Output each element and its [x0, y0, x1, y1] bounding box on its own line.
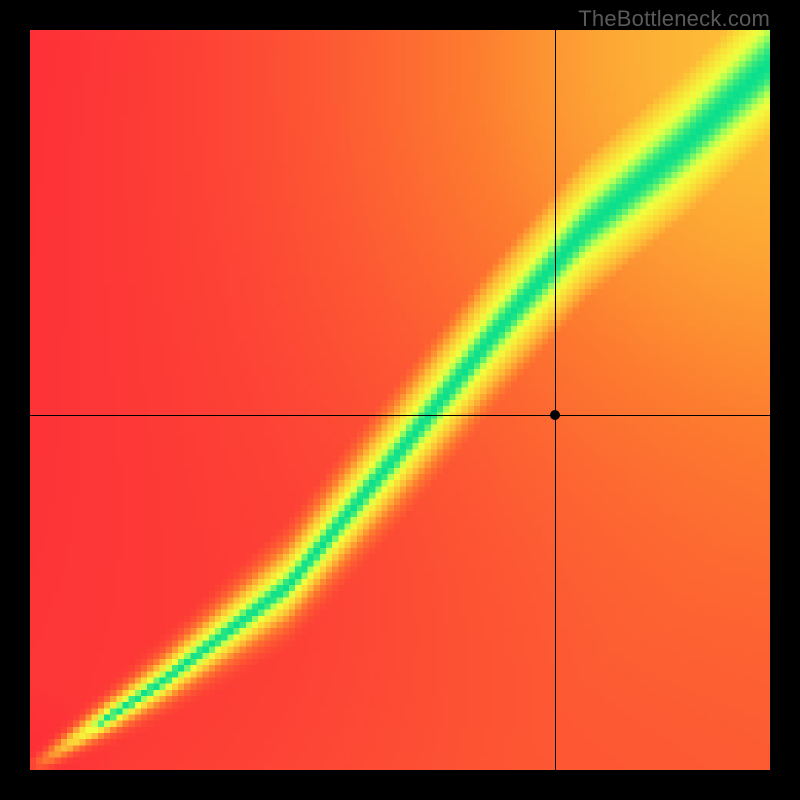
watermark-text: TheBottleneck.com: [578, 6, 770, 32]
heatmap-canvas: [30, 30, 770, 770]
crosshair-horizontal: [30, 415, 770, 416]
crosshair-vertical: [555, 30, 556, 770]
chart-frame: TheBottleneck.com: [0, 0, 800, 800]
heatmap-plot: [30, 30, 770, 770]
marker-dot: [550, 410, 560, 420]
